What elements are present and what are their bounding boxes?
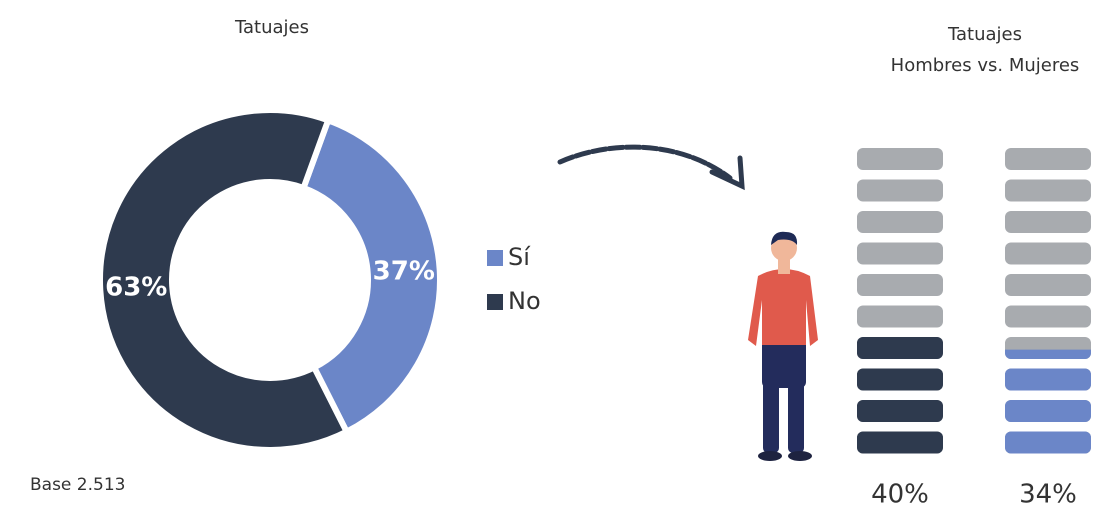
filled-blocks [1005, 349, 1091, 454]
filled-block [857, 431, 943, 454]
filled-block [1005, 400, 1091, 422]
filled-block [1005, 431, 1091, 454]
empty-block [1005, 274, 1091, 296]
donut-slice [299, 116, 443, 436]
pictogram-subtitle: Hombres vs. Mujeres [891, 55, 1080, 76]
slice-label: 37% [373, 257, 435, 287]
filled-block [1005, 349, 1091, 359]
empty-block [857, 179, 943, 202]
legend-swatch [487, 250, 503, 266]
empty-block [857, 274, 943, 296]
slice-label: 63% [105, 272, 167, 302]
legend-label: No [508, 287, 541, 315]
empty-block [1005, 148, 1091, 170]
legend-label: Sí [508, 243, 531, 271]
empty-block [857, 305, 943, 328]
empty-block [1005, 305, 1091, 328]
arrow [557, 144, 745, 191]
empty-block [1005, 179, 1091, 202]
base-note: Base 2.513 [30, 475, 125, 495]
filled-block [857, 368, 943, 391]
filled-block [1005, 368, 1091, 391]
empty-block [857, 211, 943, 233]
empty-block [857, 148, 943, 170]
legend-swatch [487, 294, 503, 310]
empty-block [1005, 242, 1091, 265]
donut-title: Tatuajes [234, 17, 309, 38]
value-label: 34% [1019, 480, 1077, 508]
empty-block [857, 242, 943, 265]
pictogram-title: Tatuajes [947, 24, 1022, 45]
empty-block [1005, 211, 1091, 233]
filled-block [857, 400, 943, 422]
man-figure [748, 231, 818, 461]
donut-slice [97, 107, 351, 453]
filled-block [857, 337, 943, 359]
filled-blocks [857, 337, 943, 454]
value-label: 40% [871, 480, 929, 508]
